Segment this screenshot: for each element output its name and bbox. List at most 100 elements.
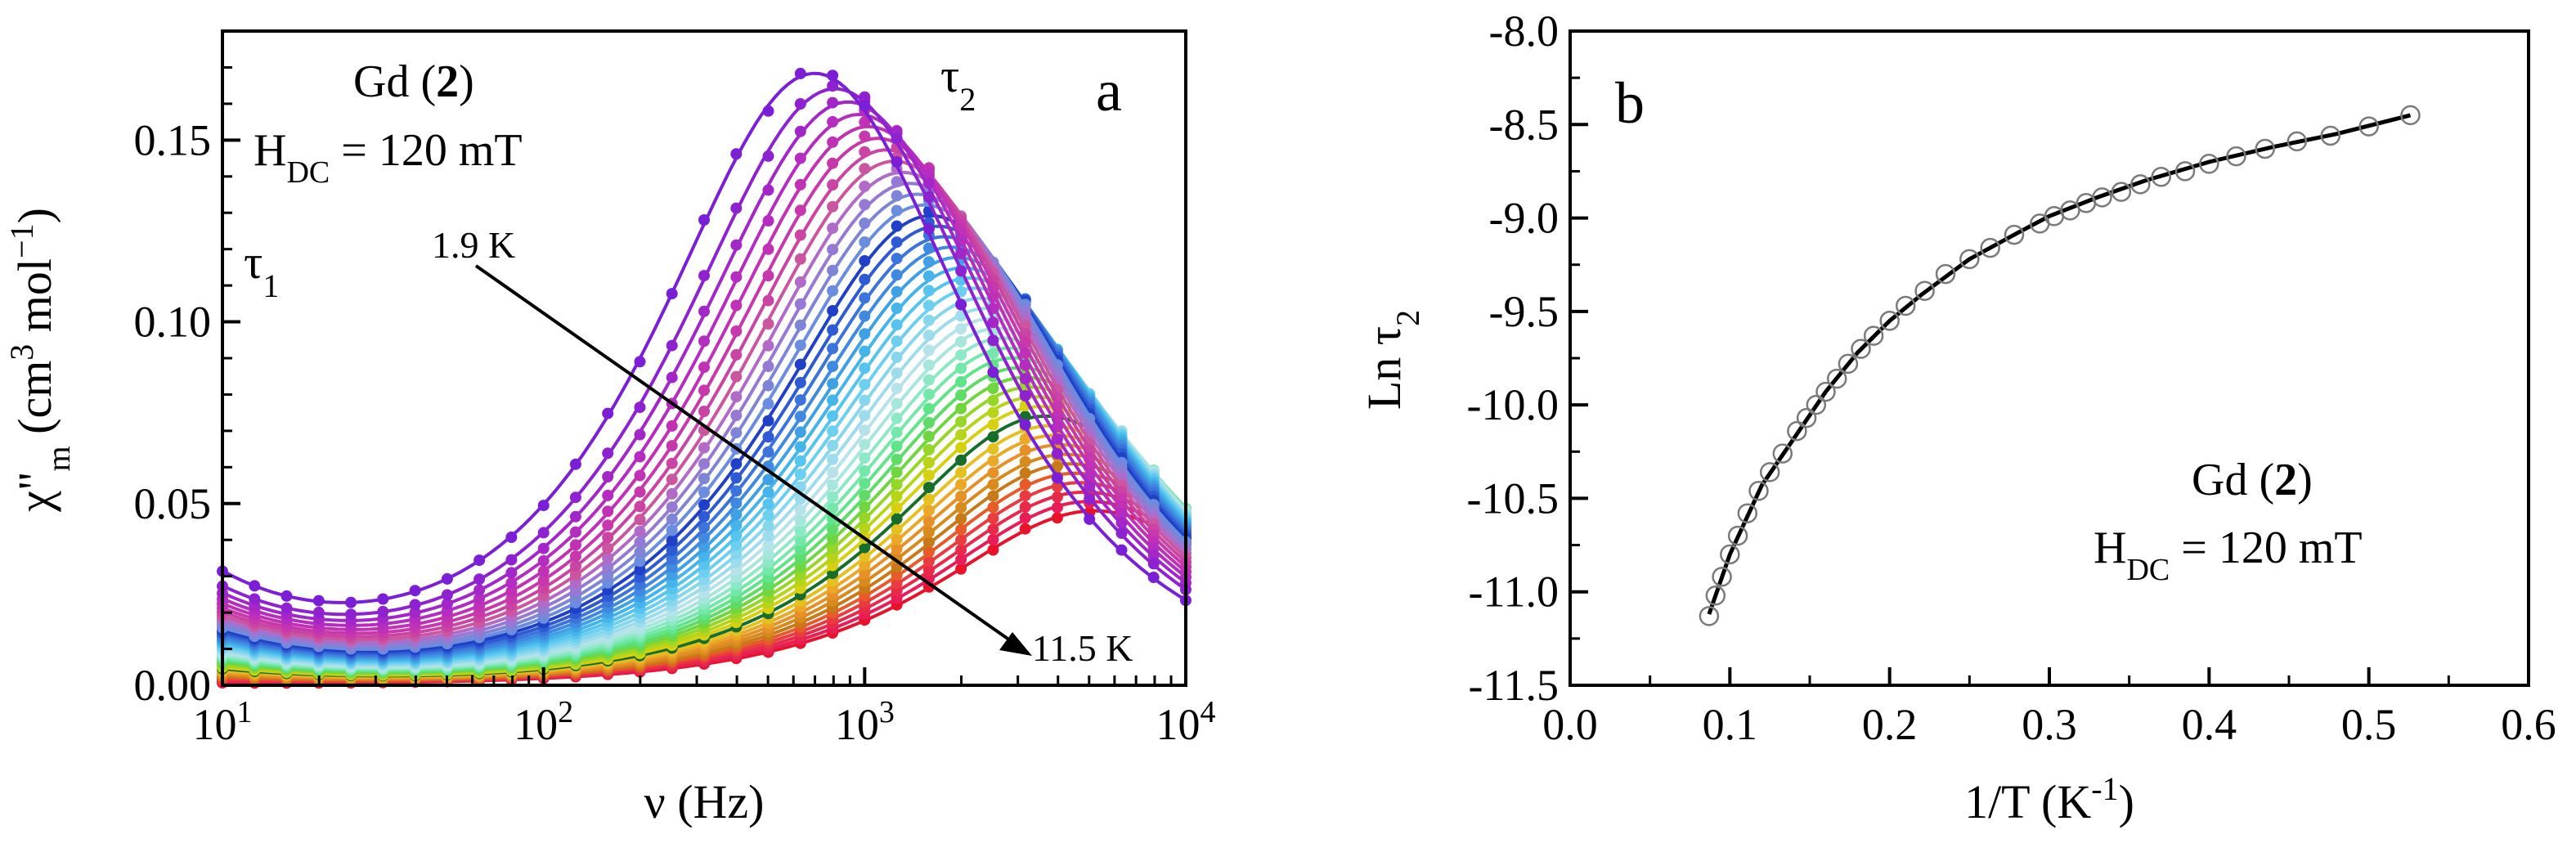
series-8K-point — [955, 466, 967, 478]
panel-a-x-tick-label: 101 — [193, 695, 253, 749]
series-7.75K-point — [827, 568, 839, 580]
series-7.75K-point — [859, 541, 871, 554]
series-8.5K-point — [1019, 444, 1031, 456]
series-2.4K-point — [666, 440, 678, 452]
series-1.9K-point — [280, 590, 293, 602]
series-2K-point — [955, 265, 967, 277]
panel-a-letter: a — [1096, 58, 1122, 123]
series-10K-point — [955, 534, 967, 546]
series-11K-point — [955, 554, 967, 566]
panel-b-data-point — [2226, 146, 2246, 167]
series-2K-point — [602, 447, 614, 460]
series-8.5K-point — [955, 491, 967, 502]
series-1.9K-point — [1084, 513, 1096, 525]
series-4.4K-point — [730, 529, 743, 541]
panel-b-points — [1699, 105, 2421, 626]
series-2.6K-point — [762, 318, 774, 330]
panel-b-data-point — [1796, 407, 1817, 428]
series-5K-point — [859, 410, 871, 422]
panel-a-x-axis-title: ν (Hz) — [644, 775, 765, 828]
series-2.1K-point — [505, 567, 518, 579]
series-3.2K-point — [827, 305, 839, 316]
series-10.5K-point — [987, 523, 999, 536]
series-1.9K-point — [698, 214, 710, 226]
series-8K-point — [891, 523, 903, 536]
series-4.2K-point — [827, 394, 839, 406]
series-2.1K-point — [1051, 433, 1063, 445]
series-6.5K-point — [955, 389, 967, 402]
series-11K-point — [1051, 501, 1063, 514]
series-2K-point — [1051, 447, 1063, 460]
series-2K-point — [987, 334, 999, 347]
panel-b-data-point — [1727, 525, 1748, 546]
series-5.25K-point — [827, 466, 839, 478]
panel-b-data-point — [1720, 544, 1740, 565]
series-1.9K-point — [377, 593, 389, 605]
series-2.5K-point — [634, 500, 646, 513]
series-2.4K-point — [859, 130, 871, 142]
series-3.2K-point — [730, 458, 743, 470]
series-1.9K-point — [762, 105, 774, 117]
series-6.75K-point — [987, 383, 999, 394]
series-2.8K-point — [859, 199, 871, 211]
series-1.9K-point — [922, 222, 935, 235]
series-7.5K-point — [987, 419, 999, 431]
series-4.2K-point — [730, 519, 743, 532]
series-6.5K-point — [922, 416, 935, 428]
panel-b-data-point — [1748, 481, 1769, 501]
series-3.4K-point — [762, 431, 774, 443]
panel-b-y-tick-label: -10.5 — [1467, 473, 1559, 523]
series-4.8K-point — [730, 548, 743, 560]
panel-b-y-tick-label: -9.5 — [1489, 287, 1559, 336]
series-2K-point — [827, 80, 839, 92]
series-2.4K-point — [730, 325, 743, 337]
series-2.7K-point — [569, 577, 581, 589]
series-2.6K-point — [602, 542, 614, 554]
tau2-label: τ2 — [940, 49, 976, 118]
series-5.25K-point — [891, 383, 903, 394]
series-9.5K-point — [1019, 478, 1031, 491]
series-2.1K-point — [634, 428, 646, 441]
series-1.9K-point — [249, 580, 261, 592]
panel-b-data-point — [2400, 105, 2421, 126]
series-7.25K-point — [891, 491, 903, 503]
series-5.5K-point — [827, 479, 839, 491]
series-1.9K-point — [1019, 419, 1031, 431]
series-1.9K-point — [634, 356, 646, 368]
series-2.4K-point — [794, 204, 806, 217]
series-2.3K-point — [1019, 347, 1031, 359]
series-9.5K-point — [955, 523, 967, 536]
series-2.2K-point — [922, 168, 935, 181]
series-2K-point — [730, 202, 743, 214]
series-2K-point — [762, 150, 774, 162]
panel-a-x-tick-label: 103 — [835, 695, 895, 749]
panel-b-data-point — [2174, 161, 2196, 182]
series-3.4K-point — [666, 544, 678, 556]
series-2.7K-point — [730, 391, 743, 403]
series-2.8K-point — [634, 536, 646, 549]
series-7.5K-point — [922, 469, 935, 482]
series-2.7K-point — [602, 552, 614, 564]
series-2.6K-point — [794, 253, 806, 265]
series-4K-point — [730, 509, 743, 521]
series-1.9K-point — [987, 366, 999, 379]
panel-b-data-point — [1895, 295, 1916, 316]
series-10K-point — [987, 513, 999, 524]
series-3.6K-point — [794, 394, 806, 406]
series-6.75K-point — [859, 500, 871, 513]
panel-b-data-point — [2004, 224, 2025, 245]
series-2.2K-point — [473, 592, 486, 604]
series-10K-point — [891, 577, 903, 590]
panel-b-data-point — [2287, 131, 2308, 152]
series-5K-point — [922, 330, 935, 342]
series-3.2K-point — [666, 535, 678, 547]
series-2.6K-point — [827, 200, 839, 213]
series-2.9K-point — [859, 218, 871, 229]
series-9K-point — [987, 490, 999, 502]
series-6.25K-point — [955, 375, 967, 388]
series-4.6K-point — [827, 425, 839, 437]
series-2.2K-point — [569, 526, 581, 538]
panel-b-data-point — [1838, 353, 1859, 375]
series-2.3K-point — [602, 505, 614, 518]
series-3K-point — [891, 204, 903, 217]
